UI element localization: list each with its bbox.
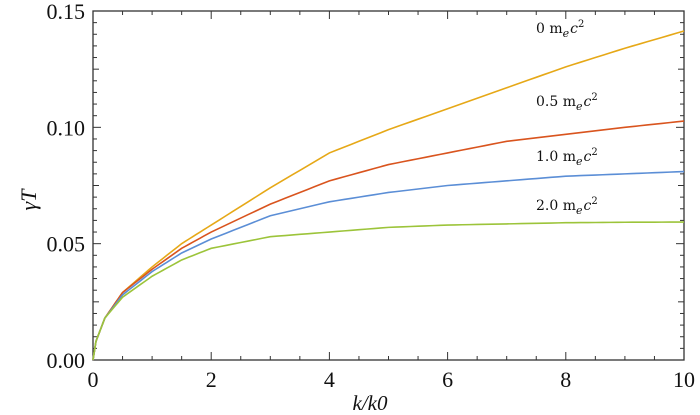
y-tick-label: 0.10 bbox=[47, 115, 86, 140]
series-label-2: 1.0 mec2 bbox=[536, 147, 598, 168]
y-axis-title: γT bbox=[16, 188, 41, 211]
x-tick-label: 4 bbox=[324, 367, 335, 392]
y-tick-label: 0.05 bbox=[47, 232, 86, 257]
x-tick-label: 0 bbox=[88, 367, 99, 392]
y-tick-label: 0.00 bbox=[47, 348, 86, 373]
series-label-3: 2.0 mec2 bbox=[536, 196, 598, 217]
y-tick-label: 0.15 bbox=[47, 0, 86, 24]
series-label-1: 0.5 mec2 bbox=[536, 92, 598, 113]
x-tick-label: 6 bbox=[442, 367, 453, 392]
x-axis-title: k/k0 bbox=[352, 391, 388, 415]
series-line-3 bbox=[92, 221, 685, 361]
plot-frame bbox=[92, 10, 685, 361]
x-tick-label: 8 bbox=[560, 367, 571, 392]
x-tick-label: 2 bbox=[206, 367, 217, 392]
x-tick-label: 10 bbox=[673, 367, 695, 392]
series-label-0: 0 mec2 bbox=[536, 19, 584, 40]
